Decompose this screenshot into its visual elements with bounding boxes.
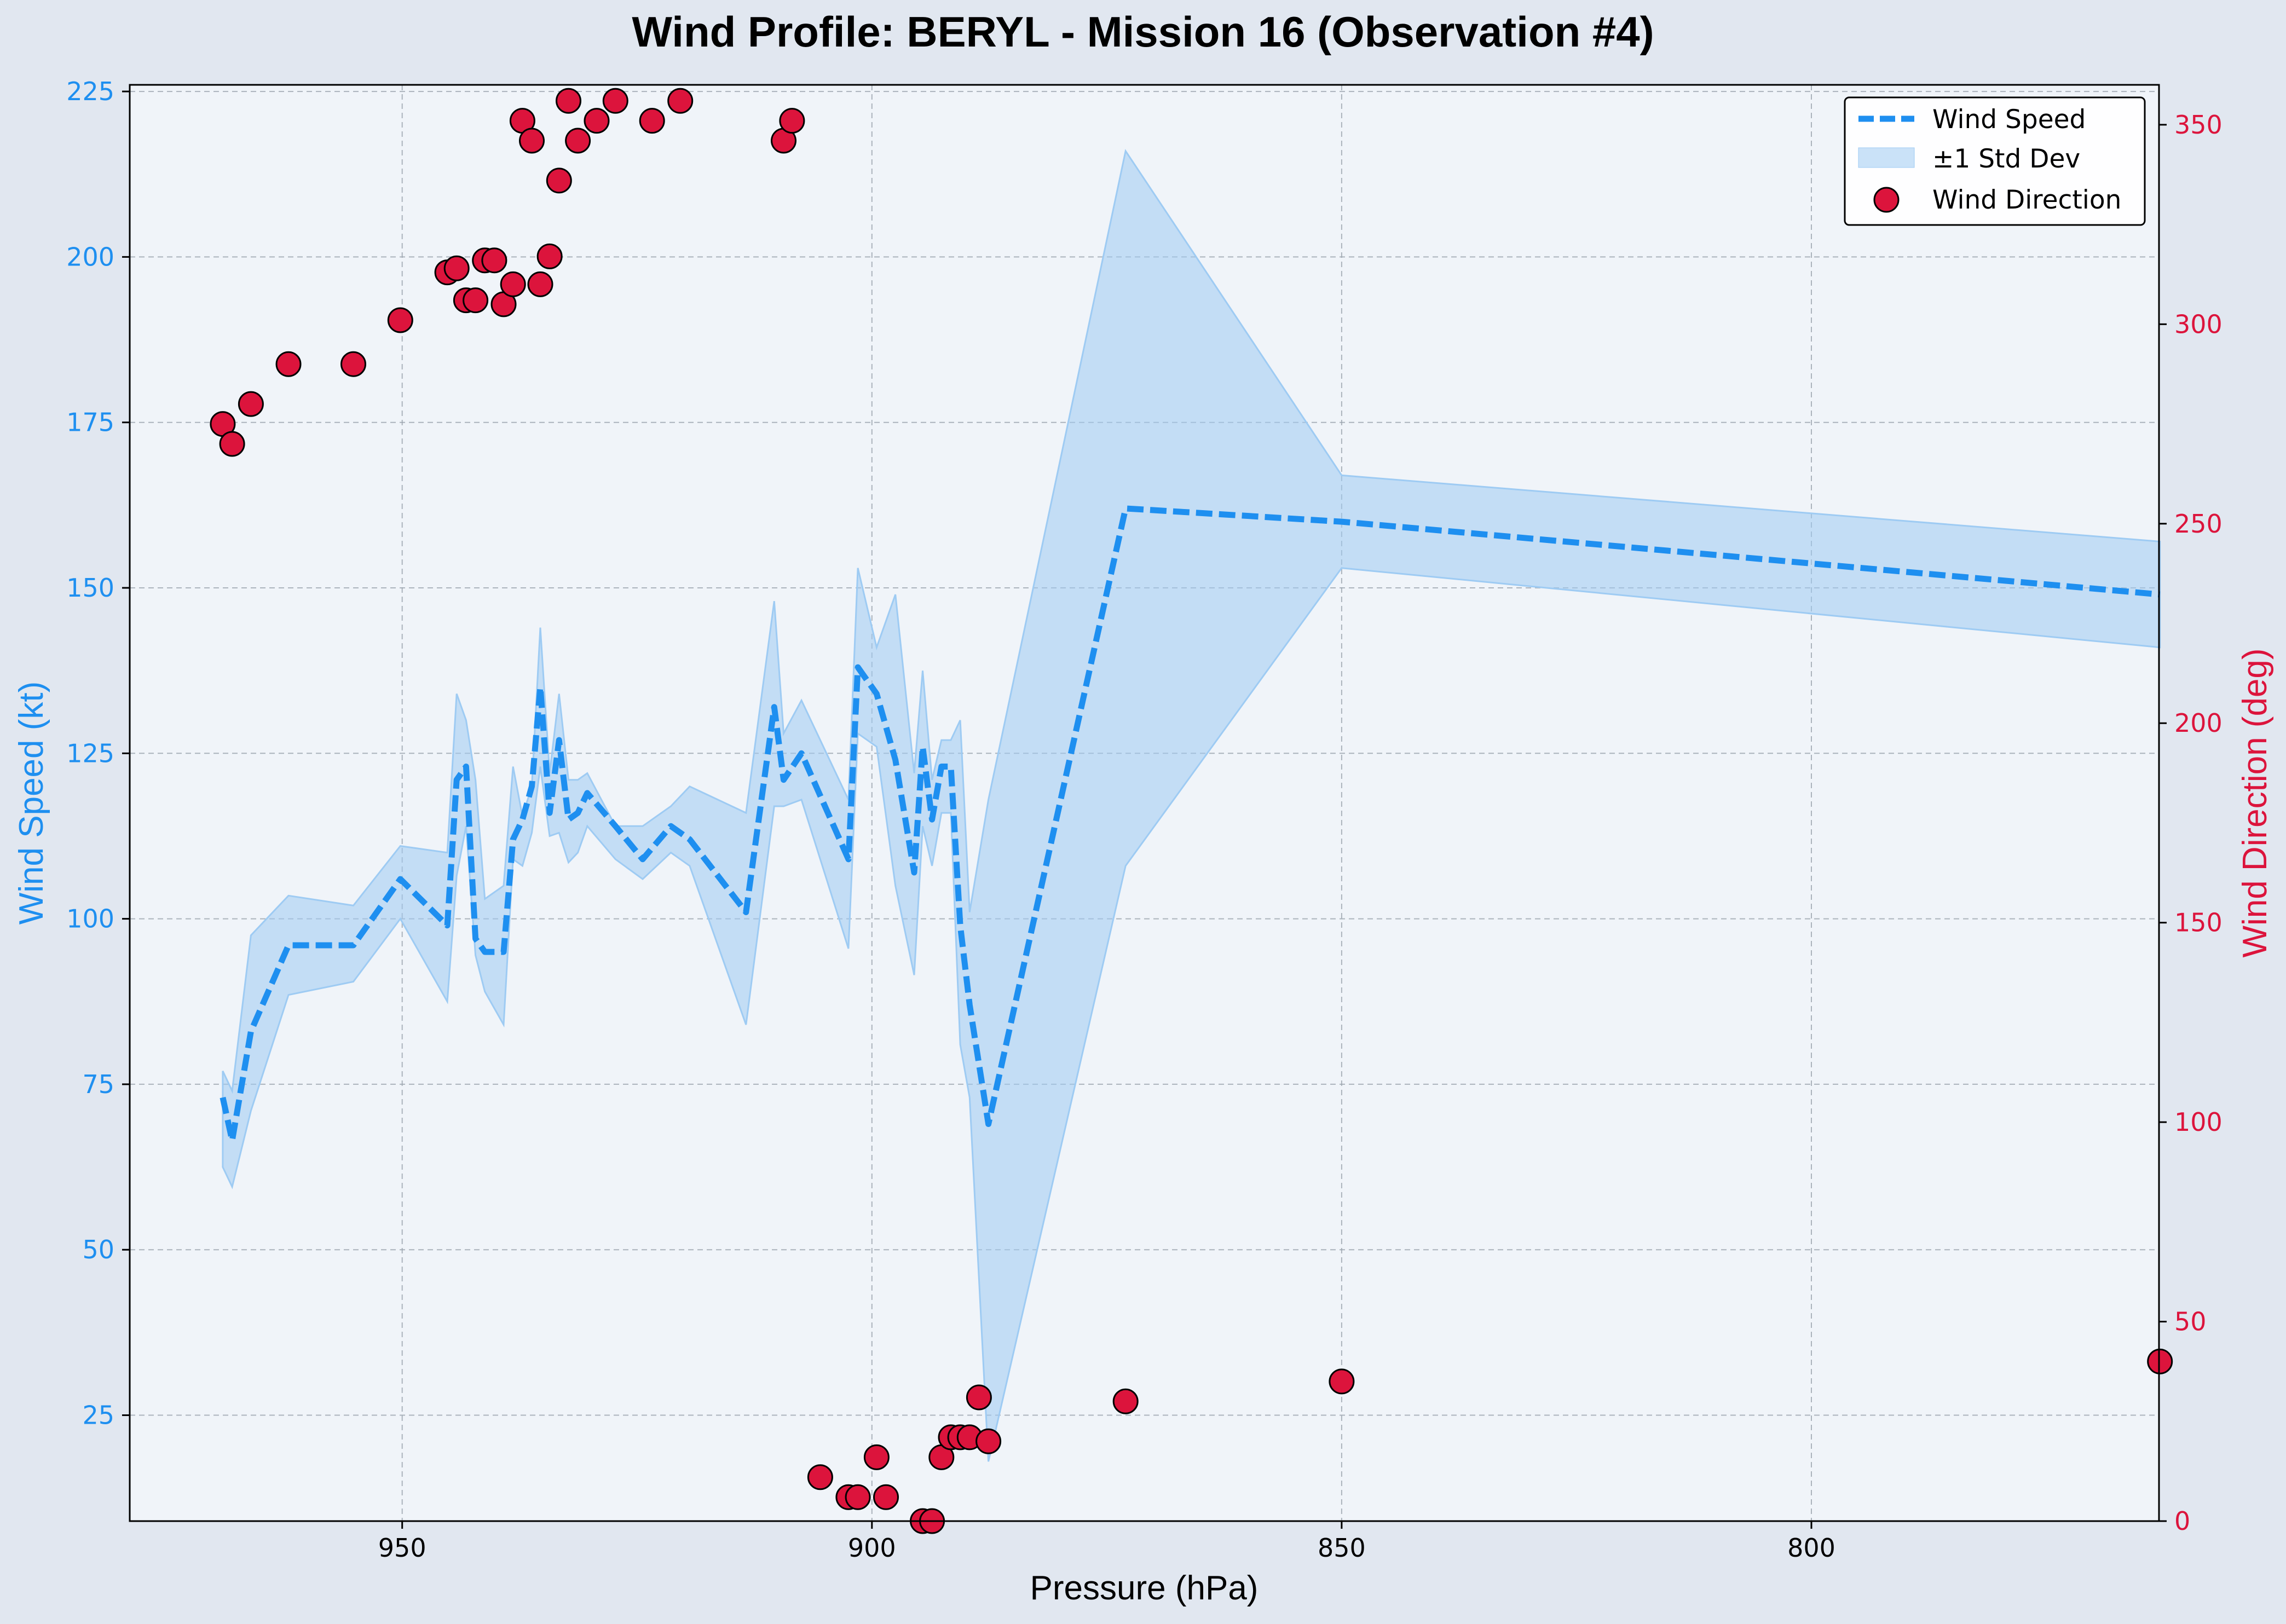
wind-direction-point bbox=[2147, 1348, 2173, 1374]
wind-direction-point bbox=[779, 108, 805, 134]
legend: Wind Speed ±1 Std Dev Wind Direction bbox=[1844, 96, 2146, 226]
legend-wind-speed-label: Wind Speed bbox=[1932, 105, 2086, 135]
wind-direction-point bbox=[527, 271, 553, 297]
wind-direction-point bbox=[536, 243, 563, 269]
y-tick-label: 225 bbox=[66, 77, 114, 106]
x-tick-label: 950 bbox=[378, 1533, 426, 1563]
std-dev-band-layer bbox=[222, 149, 2161, 1462]
wind-direction-point bbox=[845, 1484, 871, 1510]
wind-direction-point bbox=[807, 1464, 833, 1490]
y2-tick-label: 300 bbox=[2174, 309, 2222, 339]
legend-std-dev-swatch bbox=[1858, 147, 1915, 168]
wind-direction-point bbox=[966, 1384, 992, 1411]
wind-direction-point bbox=[639, 108, 665, 134]
y2-tick-label: 350 bbox=[2174, 110, 2222, 140]
wind-direction-point bbox=[556, 88, 581, 114]
wind-direction-point bbox=[546, 167, 572, 194]
wind-speed-line bbox=[220, 505, 2161, 1144]
wind-direction-point bbox=[1112, 1388, 1139, 1414]
y-tick-label: 200 bbox=[66, 242, 114, 271]
wind-direction-point bbox=[584, 108, 610, 134]
wind-direction-point bbox=[238, 391, 264, 417]
wind-direction-point bbox=[275, 351, 302, 377]
y2-tick-label: 250 bbox=[2174, 509, 2222, 539]
wind-direction-point bbox=[463, 287, 489, 314]
y-axis-right-label: Wind Direction (deg) bbox=[2236, 648, 2274, 957]
legend-wind-direction-swatch bbox=[1873, 187, 1900, 213]
plot-frame bbox=[129, 84, 2160, 1522]
x-tick-label: 850 bbox=[1318, 1533, 1366, 1563]
wind-direction-point bbox=[873, 1484, 899, 1510]
y2-tick-label: 100 bbox=[2174, 1107, 2222, 1137]
wind-direction-point bbox=[863, 1444, 890, 1470]
legend-std-dev-label: ±1 Std Dev bbox=[1932, 144, 2080, 174]
std-dev-band bbox=[222, 149, 2161, 1462]
y2-tick-label: 150 bbox=[2174, 908, 2222, 938]
wind-direction-marker-layer bbox=[210, 88, 2173, 1534]
chart-title: Wind Profile: BERYL - Mission 16 (Observ… bbox=[632, 8, 1654, 56]
x-axis-ticks: 950 900 850 800 bbox=[378, 1521, 1835, 1563]
wind-direction-point bbox=[387, 307, 413, 333]
wind-direction-point bbox=[1329, 1368, 1355, 1395]
y2-tick-label: 0 bbox=[2174, 1506, 2190, 1536]
y2-tick-label: 200 bbox=[2174, 708, 2222, 738]
wind-direction-point bbox=[219, 431, 245, 457]
y-tick-label: 75 bbox=[82, 1070, 114, 1099]
y-tick-label: 175 bbox=[66, 408, 114, 437]
wind-direction-point bbox=[565, 128, 591, 154]
y-axis-left-ticks: 25 50 75 100 125 150 175 200 225 bbox=[66, 77, 130, 1430]
wind-direction-point bbox=[667, 88, 694, 114]
wind-direction-point bbox=[443, 255, 470, 281]
wind-direction-point bbox=[975, 1428, 1002, 1454]
y-tick-label: 125 bbox=[66, 738, 114, 768]
wind-direction-point bbox=[481, 247, 507, 274]
wind-direction-point bbox=[340, 351, 366, 377]
wind-direction-point bbox=[519, 128, 545, 154]
y-tick-label: 25 bbox=[82, 1401, 114, 1430]
wind-speed-line-layer bbox=[220, 505, 2161, 1144]
legend-wind-direction-label: Wind Direction bbox=[1932, 185, 2121, 215]
y-tick-label: 100 bbox=[66, 904, 114, 934]
wind-direction-point bbox=[500, 271, 526, 297]
x-axis-label: Pressure (hPa) bbox=[1030, 1569, 1259, 1607]
y-axis-right-ticks: 0 50 100 150 200 250 300 350 bbox=[2159, 110, 2222, 1536]
wind-direction-point bbox=[602, 88, 628, 114]
legend-frame bbox=[1844, 96, 2146, 226]
y-axis-left-label: Wind Speed (kt) bbox=[13, 681, 50, 925]
y-tick-label: 150 bbox=[66, 573, 114, 603]
x-tick-label: 800 bbox=[1787, 1533, 1835, 1563]
y-tick-label: 50 bbox=[82, 1235, 114, 1264]
y2-tick-label: 50 bbox=[2174, 1307, 2207, 1337]
x-tick-label: 900 bbox=[848, 1533, 896, 1563]
